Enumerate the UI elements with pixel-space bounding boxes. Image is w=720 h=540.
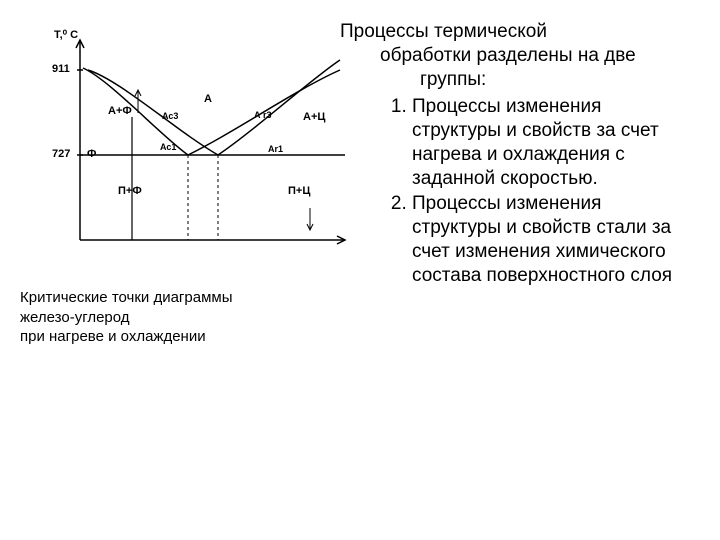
- caption-line3: при нагреве и охлаждении: [20, 328, 206, 345]
- process-list: Процессы изменения структуры и свойств з…: [380, 95, 690, 287]
- diagram-caption: Критические точки диаграммы железо-углер…: [20, 288, 310, 347]
- temp-911: 911: [52, 63, 70, 75]
- y-axis-label: Т,⁰ С: [54, 28, 78, 41]
- intro-first-line: Процессы термической: [380, 20, 690, 44]
- left-panel: Т,⁰ С 911 727 А+Ф А А+Ц Ф П+Ф П+Ц Ас3 А …: [0, 0, 370, 540]
- list-item-2: Процессы изменения структуры и свойств с…: [412, 192, 690, 287]
- region-a: А: [204, 93, 212, 105]
- intro-paragraph: Процессы термической обработки разделены…: [380, 20, 690, 91]
- point-ar1: Аr1: [268, 144, 283, 154]
- intro-rest-lines: обработки разделены на две группы:: [380, 44, 690, 92]
- point-ar3: А r3: [254, 110, 272, 120]
- list-item-1: Процессы изменения структуры и свойств з…: [412, 95, 690, 190]
- region-p-plus-c: П+Ц: [288, 185, 310, 197]
- point-ac3: Ас3: [162, 111, 178, 121]
- region-f: Ф: [87, 148, 96, 160]
- point-ac1: Ас1: [160, 142, 176, 152]
- region-a-plus-c: А+Ц: [303, 111, 325, 123]
- region-p-plus-f: П+Ф: [118, 185, 142, 197]
- right-panel: Процессы термической обработки разделены…: [370, 0, 720, 540]
- caption-line2: железо-углерод: [20, 309, 130, 326]
- region-a-plus-f: А+Ф: [108, 105, 132, 117]
- temp-727: 727: [52, 148, 70, 160]
- phase-diagram: Т,⁰ С 911 727 А+Ф А А+Ц Ф П+Ф П+Ц Ас3 А …: [20, 20, 350, 260]
- caption-line1: Критические точки диаграммы: [20, 289, 233, 306]
